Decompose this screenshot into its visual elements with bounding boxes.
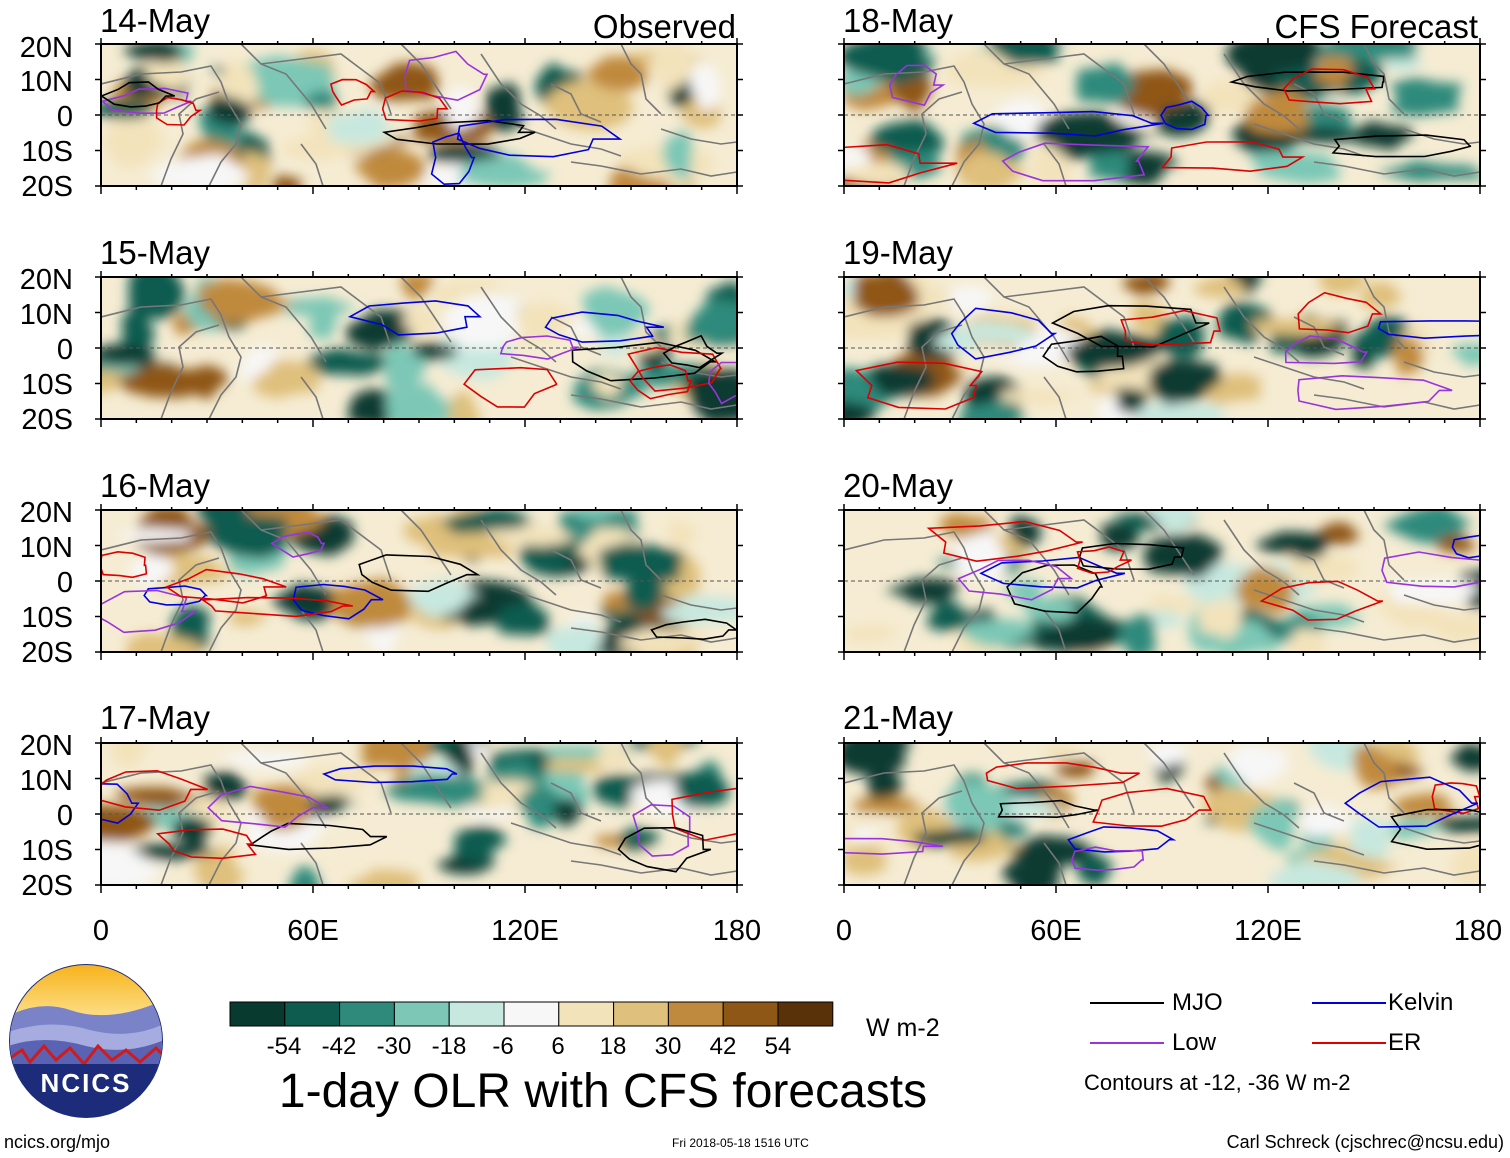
colorbar-tick: 42 bbox=[710, 1033, 737, 1060]
lat-label: 20S bbox=[21, 171, 73, 203]
lat-label: 10S bbox=[21, 602, 73, 634]
lat-label: 0 bbox=[57, 567, 73, 599]
main-title: 1-day OLR with CFS forecasts bbox=[278, 1065, 928, 1118]
map-panel bbox=[838, 504, 1486, 660]
contour-note: Contours at -12, -36 W m-2 bbox=[1084, 1070, 1351, 1095]
panel-date-18-may: 18-May bbox=[843, 2, 954, 39]
colorbar-box bbox=[448, 1001, 505, 1027]
lat-label: 20S bbox=[21, 870, 73, 902]
colorbar-tick: 6 bbox=[551, 1033, 564, 1060]
footer-website[interactable]: ncics.org/mjo bbox=[4, 1132, 111, 1152]
map-panel bbox=[95, 737, 743, 893]
lon-label: 60E bbox=[1030, 915, 1082, 947]
lon-label: 60E bbox=[287, 915, 339, 947]
lat-label: 20N bbox=[20, 730, 73, 762]
lon-label: 120E bbox=[491, 915, 559, 947]
ncics-logo: NCICS bbox=[9, 964, 163, 1118]
panel-date-15-may: 15-May bbox=[100, 234, 211, 271]
lat-label: 0 bbox=[57, 800, 73, 832]
legend-label-er: ER bbox=[1388, 1029, 1422, 1056]
map-panel bbox=[95, 38, 743, 194]
colorbar-box bbox=[558, 1001, 615, 1027]
lat-label: 10S bbox=[21, 136, 73, 168]
colorbar-box bbox=[777, 1001, 834, 1027]
colorbar-box bbox=[667, 1001, 724, 1027]
map-panel bbox=[95, 504, 743, 660]
legend-label-kelvin: Kelvin bbox=[1388, 989, 1454, 1016]
footer-timestamp: Fri 2018-05-18 1516 UTC bbox=[672, 1136, 809, 1150]
lon-label: 180 bbox=[713, 915, 761, 947]
colorbar-tick: -6 bbox=[492, 1033, 513, 1060]
colorbar-box bbox=[339, 1001, 395, 1027]
lat-label: 20N bbox=[20, 264, 73, 296]
lat-label: 10S bbox=[21, 835, 73, 867]
colorbar-box bbox=[722, 1001, 779, 1027]
legend-lines bbox=[1090, 1002, 1386, 1044]
lat-label: 10N bbox=[20, 299, 73, 331]
colorbar bbox=[229, 1001, 834, 1027]
lon-label: 0 bbox=[93, 915, 109, 947]
lat-label: 20S bbox=[21, 404, 73, 436]
lat-label: 0 bbox=[57, 101, 73, 133]
colorbar-tick: -42 bbox=[322, 1033, 357, 1060]
colorbar-tick: 18 bbox=[600, 1033, 627, 1060]
map-panel bbox=[838, 737, 1486, 893]
map-panel bbox=[838, 38, 1486, 194]
lat-label: 10N bbox=[20, 765, 73, 797]
map-panel bbox=[95, 271, 743, 427]
panel-date-21-may: 21-May bbox=[843, 699, 954, 736]
lat-label: 20S bbox=[21, 637, 73, 669]
colorbar-box bbox=[229, 1001, 286, 1027]
panel-date-16-may: 16-May bbox=[100, 467, 211, 504]
panel-date-14-may: 14-May bbox=[100, 2, 211, 39]
colorbar-box bbox=[613, 1001, 669, 1027]
panel-date-19-may: 19-May bbox=[843, 234, 954, 271]
lon-label: 180 bbox=[1454, 915, 1502, 947]
lon-label: 0 bbox=[836, 915, 852, 947]
lat-label: 10N bbox=[20, 66, 73, 98]
logo-text: NCICS bbox=[41, 1068, 132, 1098]
lon-axis-labels: 0 60E 120E 180 0 60E 120E 180 bbox=[93, 915, 1502, 947]
colorbar-tick: -18 bbox=[432, 1033, 467, 1060]
colorbar-tick-labels: -54 -42 -30 -18 -6 6 18 30 42 54 bbox=[267, 1033, 792, 1060]
forecast-label: CFS Forecast bbox=[1274, 8, 1478, 45]
lat-axis-labels: 20N 10N 0 10S 20S 20N 10N 0 10S 20S 20N … bbox=[20, 32, 73, 902]
footer-author: Carl Schreck (cjschrec@ncsu.edu) bbox=[1226, 1132, 1504, 1152]
panel-date-17-may: 17-May bbox=[100, 699, 211, 736]
lat-label: 10S bbox=[21, 369, 73, 401]
colorbar-box bbox=[393, 1001, 450, 1027]
lat-label: 10N bbox=[20, 532, 73, 564]
observed-label: Observed bbox=[593, 8, 736, 45]
colorbar-tick: -30 bbox=[377, 1033, 412, 1060]
legend-label-mjo: MJO bbox=[1172, 989, 1223, 1016]
lon-label: 120E bbox=[1234, 915, 1302, 947]
colorbar-tick: 30 bbox=[655, 1033, 682, 1060]
lat-label: 20N bbox=[20, 497, 73, 529]
lat-label: 0 bbox=[57, 334, 73, 366]
colorbar-units: W m-2 bbox=[866, 1014, 940, 1042]
legend-label-low: Low bbox=[1172, 1029, 1217, 1056]
panel-date-20-may: 20-May bbox=[843, 467, 954, 504]
colorbar-box bbox=[503, 1001, 560, 1027]
map-panel bbox=[838, 271, 1486, 427]
colorbar-tick: -54 bbox=[267, 1033, 302, 1060]
colorbar-box bbox=[284, 1001, 341, 1027]
lat-label: 20N bbox=[20, 32, 73, 64]
colorbar-tick: 54 bbox=[765, 1033, 792, 1060]
